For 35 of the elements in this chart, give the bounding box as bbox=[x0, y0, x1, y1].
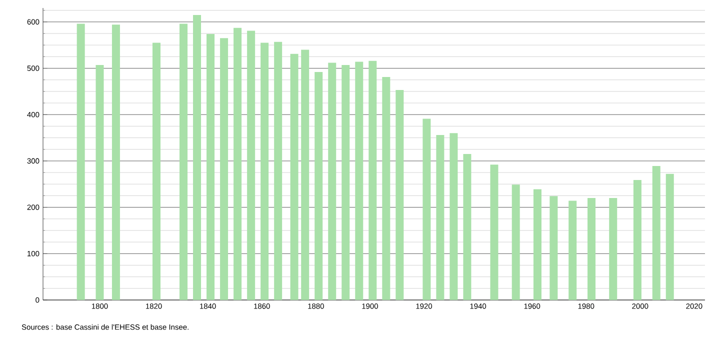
bar bbox=[301, 50, 310, 300]
bar bbox=[550, 196, 558, 300]
bar bbox=[382, 77, 390, 300]
bar bbox=[512, 184, 520, 300]
bar bbox=[450, 133, 458, 300]
bar bbox=[436, 134, 444, 300]
bar bbox=[342, 65, 350, 300]
bar bbox=[609, 198, 618, 300]
bar bbox=[76, 24, 85, 300]
bar bbox=[247, 30, 256, 300]
bar bbox=[220, 38, 228, 300]
bar bbox=[96, 65, 104, 300]
bar bbox=[290, 54, 298, 300]
bar bbox=[396, 90, 404, 300]
bar bbox=[490, 164, 498, 300]
bar bbox=[193, 14, 202, 300]
bar bbox=[666, 174, 674, 300]
bar bbox=[112, 24, 120, 300]
bar bbox=[234, 28, 242, 300]
bar bbox=[652, 166, 660, 300]
bar bbox=[368, 60, 377, 300]
bar bbox=[568, 200, 577, 300]
bar bbox=[355, 62, 364, 300]
bar bbox=[274, 42, 282, 300]
bar bbox=[328, 62, 336, 300]
bar bbox=[260, 42, 269, 300]
bar bbox=[422, 118, 431, 300]
bar bbox=[588, 198, 596, 300]
bar bbox=[314, 72, 323, 300]
bar bbox=[633, 180, 642, 300]
bar bbox=[152, 42, 160, 300]
bar bbox=[206, 34, 215, 300]
bar bbox=[533, 189, 542, 300]
bar bbox=[180, 24, 188, 300]
bar bbox=[463, 154, 472, 300]
